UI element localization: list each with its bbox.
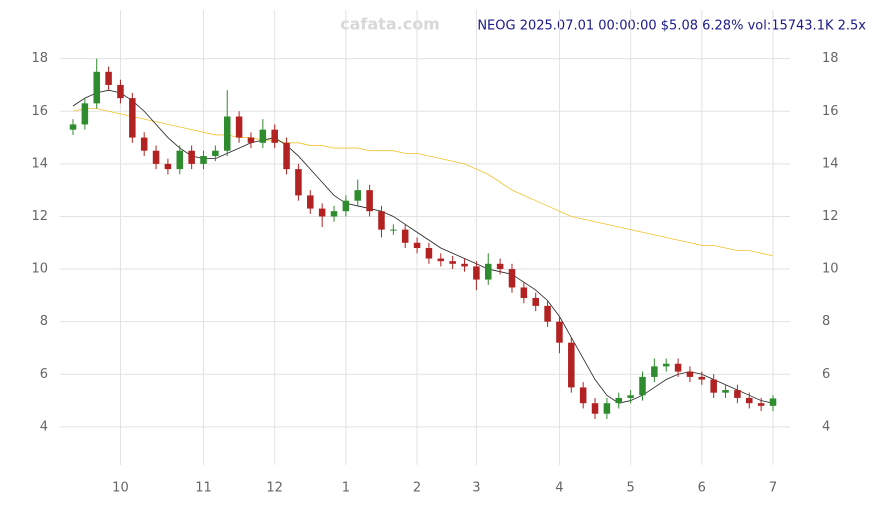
y-tick-label: 16 [31, 104, 48, 119]
candle-body [662, 363, 670, 367]
candle-body [639, 376, 646, 396]
candle-body [425, 248, 433, 259]
y-tick-label: 14 [31, 156, 48, 171]
y-tick-label-right: 8 [822, 314, 830, 329]
candle-body [342, 200, 350, 212]
candle-body [401, 229, 409, 243]
moving-average [72, 108, 774, 257]
candle-body [591, 403, 599, 414]
x-tick-label: 5 [626, 481, 634, 496]
y-tick-label-right: 18 [822, 51, 839, 66]
candle-body [532, 297, 539, 306]
candle-body [330, 211, 338, 217]
candle-body [69, 124, 77, 130]
candle-body [686, 371, 694, 377]
candle-body [235, 116, 243, 138]
candle-body [473, 266, 480, 280]
candle-body [129, 98, 136, 138]
candle-body [378, 211, 385, 230]
candle-body [271, 129, 278, 143]
candle-body [603, 403, 611, 414]
candle-body [212, 150, 219, 156]
x-tick-label: 11 [195, 481, 212, 496]
candle-body [579, 387, 587, 404]
candle-body [698, 376, 706, 380]
y-tick-label-right: 14 [822, 156, 839, 171]
candle-body [556, 321, 563, 343]
candle-body [366, 190, 373, 212]
candle-body [200, 155, 207, 164]
candle-body [449, 261, 456, 264]
candle-body [710, 379, 717, 393]
y-tick-label: 10 [31, 262, 48, 277]
moving-average [72, 89, 774, 404]
candle-body [734, 390, 741, 398]
x-tick-label: 6 [698, 481, 706, 496]
x-tick-label: 7 [769, 481, 777, 496]
candle-body [81, 103, 89, 125]
candle-body [757, 403, 765, 406]
x-tick-label: 1 [342, 481, 350, 496]
candle-body [117, 84, 124, 99]
candle-body [722, 390, 729, 393]
y-tick-label: 4 [40, 419, 48, 434]
candle-body [674, 363, 682, 372]
candle-body [354, 190, 362, 201]
watermark: cafata.com [340, 15, 440, 34]
y-tick-label: 18 [31, 51, 48, 66]
y-tick-label: 8 [40, 314, 48, 329]
candle-body [283, 142, 290, 170]
y-tick-label-right: 10 [822, 262, 839, 277]
candle-body [413, 242, 421, 249]
candle-body [223, 116, 231, 151]
candle-body [318, 208, 326, 217]
candle-body [615, 397, 623, 404]
y-tick-label-right: 4 [822, 419, 830, 434]
candle-body [188, 150, 195, 164]
candle-body [105, 71, 112, 85]
x-tick-label: 3 [472, 481, 480, 496]
x-tick-label: 4 [555, 481, 563, 496]
candle-body [152, 150, 160, 164]
candle-body [176, 150, 184, 170]
candle-body [259, 129, 267, 143]
candle-body [93, 71, 100, 104]
candle-body [461, 263, 468, 267]
candle-body [746, 397, 753, 404]
candle-body [140, 137, 148, 151]
candle-body [508, 269, 516, 288]
x-tick-label: 2 [413, 481, 421, 496]
y-tick-label: 12 [31, 209, 48, 224]
candle-body [390, 229, 397, 231]
candle-body [484, 263, 492, 280]
candle-body [164, 163, 172, 170]
y-tick-label-right: 16 [822, 104, 839, 119]
x-tick-label: 12 [266, 481, 283, 496]
candle-body [247, 137, 255, 143]
candle-body [627, 395, 634, 398]
y-tick-label: 6 [40, 367, 48, 382]
x-tick-label: 10 [112, 481, 129, 496]
candle-body [496, 263, 504, 270]
candle-body [651, 366, 658, 377]
candle-body [437, 258, 445, 262]
y-tick-label-right: 12 [822, 209, 839, 224]
candle-body [568, 342, 575, 388]
candle-body [520, 287, 528, 298]
candle-body [544, 305, 551, 322]
candle-body [769, 398, 777, 406]
candle-body [295, 169, 302, 196]
candle-body [307, 195, 314, 209]
chart-title: NEOG 2025.07.01 00:00:00 $5.08 6.28% vol… [477, 19, 866, 34]
y-tick-label-right: 6 [822, 367, 830, 382]
